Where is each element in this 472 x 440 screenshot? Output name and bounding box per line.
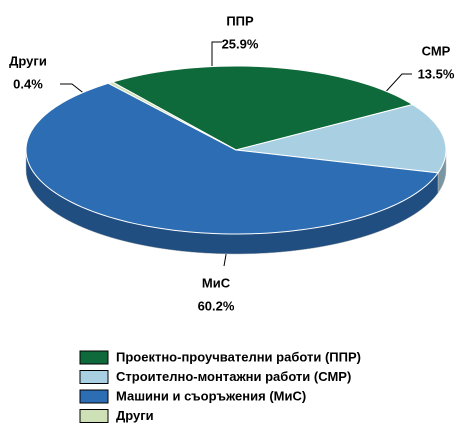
slice-label: Други <box>9 53 47 68</box>
legend-swatch <box>79 350 109 365</box>
slice-label: СМР <box>422 43 451 58</box>
legend-label: Проектно-проучвателни работи (ППР) <box>116 349 361 364</box>
slice <box>107 81 237 151</box>
legend-swatch <box>79 389 109 404</box>
legend-label: Машини и съоръжения (МиС) <box>116 388 306 403</box>
slice-value-label: 60.2% <box>198 298 235 313</box>
slice-label: ППР <box>226 13 254 28</box>
slice <box>25 82 439 235</box>
legend-label: Строително-монтажни работи (СМР) <box>116 369 351 384</box>
slice-label: МиС <box>202 275 231 290</box>
legend-swatch <box>79 409 109 423</box>
slice <box>111 65 414 151</box>
slice-value-label: 25.9% <box>222 36 259 51</box>
legend-swatch <box>79 370 109 384</box>
legend-label: Други <box>116 408 154 423</box>
slice-value-label: 0.4% <box>13 76 43 91</box>
slice-value-label: 13.5% <box>418 66 455 81</box>
